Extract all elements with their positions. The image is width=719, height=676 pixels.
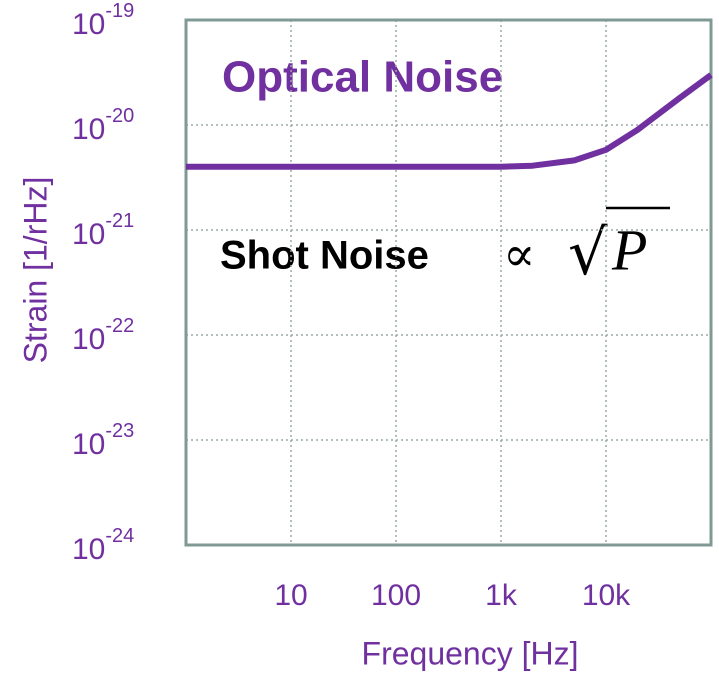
annotation: ∝ — [503, 227, 535, 283]
y-tick-exponent: -19 — [105, 0, 134, 22]
formula-root: √ — [568, 216, 608, 289]
annotation: Shot Noise — [220, 234, 429, 278]
x-tick-label: 10 — [274, 579, 307, 612]
y-tick-label: 10-19 — [72, 0, 134, 41]
y-tick-label: 10-20 — [72, 105, 134, 146]
y-tick-exponent: -21 — [105, 210, 134, 232]
y-tick-label: 10-23 — [72, 420, 134, 461]
y-tick-base: 10 — [72, 8, 105, 41]
y-tick-exponent: -24 — [105, 525, 134, 547]
y-tick-base: 10 — [72, 533, 105, 566]
y-tick-label: 10-24 — [72, 525, 134, 566]
y-tick-exponent: -22 — [105, 315, 134, 337]
y-tick-base: 10 — [72, 323, 105, 356]
formula-symbol: P — [611, 217, 647, 282]
plot-frame — [184, 18, 713, 547]
y-tick-base: 10 — [72, 218, 105, 251]
x-tick-label: 1k — [485, 579, 518, 612]
y-tick-exponent: -23 — [105, 420, 134, 442]
data-line — [186, 72, 713, 170]
x-tick-label: 10k — [582, 579, 631, 612]
x-axis-label: Frequency [Hz] — [362, 635, 579, 671]
y-tick-exponent: -20 — [105, 105, 134, 127]
y-tick-base: 10 — [72, 428, 105, 461]
y-tick-base: 10 — [72, 113, 105, 146]
x-tick-label: 100 — [371, 579, 421, 612]
y-axis-label: Strain [1/rHz] — [17, 177, 53, 364]
chart-title: Optical Noise — [222, 53, 503, 102]
y-tick-label: 10-22 — [72, 315, 134, 356]
y-tick-label: 10-21 — [72, 210, 134, 251]
